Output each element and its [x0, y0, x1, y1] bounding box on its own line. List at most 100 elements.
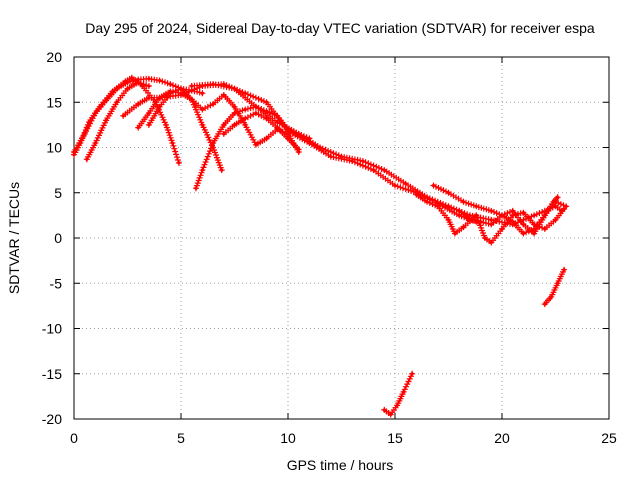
data-point	[115, 87, 119, 91]
data-point	[511, 209, 515, 213]
data-point	[553, 218, 558, 222]
x-axis-label: GPS time / hours	[287, 457, 394, 473]
data-point	[318, 145, 322, 150]
axis-ticks: 0 5 10 15 20 25 -20 -15 -10 -5 0 5 10 15 20	[42, 49, 617, 446]
data-point	[194, 186, 198, 190]
series-arc-10	[413, 191, 568, 246]
data-point	[361, 159, 365, 163]
data-point	[211, 141, 215, 145]
data-point	[254, 105, 258, 109]
data-point	[511, 213, 515, 217]
x-tick-label: 15	[387, 430, 403, 446]
data-point	[521, 222, 526, 227]
marker-trail	[381, 370, 416, 418]
data-point	[243, 116, 247, 121]
data-point	[521, 211, 526, 215]
data-point	[532, 213, 536, 217]
x-tick-label: 10	[280, 430, 296, 446]
data-point	[446, 218, 451, 222]
data-point	[179, 91, 183, 95]
data-point	[372, 168, 376, 172]
data-point	[297, 132, 301, 136]
data-point	[457, 213, 461, 217]
data-point	[339, 154, 344, 159]
y-tick-label: 5	[54, 185, 62, 201]
x-tick-label: 20	[494, 430, 510, 446]
y-tick-label: -15	[42, 366, 62, 382]
data-point	[562, 207, 566, 211]
data-point	[468, 218, 472, 222]
data-point	[136, 80, 140, 84]
data-point	[532, 222, 536, 227]
data-point	[232, 105, 237, 109]
data-point	[104, 118, 108, 122]
data-point	[543, 227, 547, 231]
data-point	[104, 98, 108, 103]
data-point	[275, 125, 279, 130]
data-point	[511, 220, 515, 224]
data-point	[543, 302, 547, 306]
y-tick-label: 15	[46, 94, 62, 110]
data-point	[556, 281, 560, 285]
data-point	[551, 200, 555, 204]
data-point	[125, 80, 130, 84]
data-point	[200, 107, 204, 112]
y-axis-label: SDTVAR / TECUs	[6, 182, 22, 294]
data-point	[483, 236, 487, 240]
data-point	[521, 231, 526, 236]
data-point	[190, 97, 194, 102]
data-point	[85, 157, 89, 161]
data-point	[179, 87, 183, 91]
series-arc-9	[220, 110, 302, 153]
series-arc-14	[541, 266, 568, 308]
data-point	[222, 132, 226, 136]
data-point	[158, 78, 162, 83]
data-point	[297, 147, 301, 151]
data-point	[532, 231, 536, 236]
x-tick-label: 5	[177, 430, 185, 446]
data-point	[393, 183, 397, 188]
data-point	[170, 141, 175, 145]
y-tick-label: 0	[54, 230, 62, 246]
data-point	[474, 213, 478, 217]
marker-trail	[541, 266, 568, 308]
data-point	[72, 150, 76, 154]
data-point	[329, 154, 333, 159]
data-point	[474, 204, 478, 208]
data-point	[446, 191, 451, 195]
data-point	[265, 100, 269, 104]
y-tick-label: -20	[42, 411, 62, 427]
data-point	[136, 125, 140, 130]
data-point	[147, 84, 151, 88]
y-tick-label: 10	[46, 140, 62, 156]
data-point	[446, 204, 451, 208]
data-point	[543, 213, 547, 217]
data-point	[489, 240, 493, 245]
data-point	[553, 204, 558, 208]
x-tick-label: 25	[601, 430, 617, 446]
y-tick-label: 20	[46, 49, 62, 65]
chart-title: Day 295 of 2024, Sidereal Day-to-day VTE…	[85, 20, 595, 36]
data-point	[265, 116, 269, 121]
data-point	[254, 143, 258, 147]
data-point	[431, 183, 436, 188]
series-arc-8	[188, 81, 565, 228]
y-tick-label: -10	[42, 321, 62, 337]
data-point	[389, 412, 393, 417]
data-point	[461, 225, 466, 229]
data-point	[286, 136, 290, 141]
data-point	[425, 195, 429, 199]
data-point	[275, 120, 279, 124]
data-point	[404, 182, 408, 186]
data-point	[93, 111, 97, 115]
data-point	[211, 82, 215, 86]
data-point	[211, 102, 215, 106]
data-point	[200, 168, 204, 172]
data-point	[479, 220, 483, 224]
data-point	[168, 89, 172, 93]
data-point	[190, 84, 194, 88]
data-point	[200, 123, 204, 127]
data-point	[468, 213, 472, 217]
data-point	[401, 390, 406, 394]
